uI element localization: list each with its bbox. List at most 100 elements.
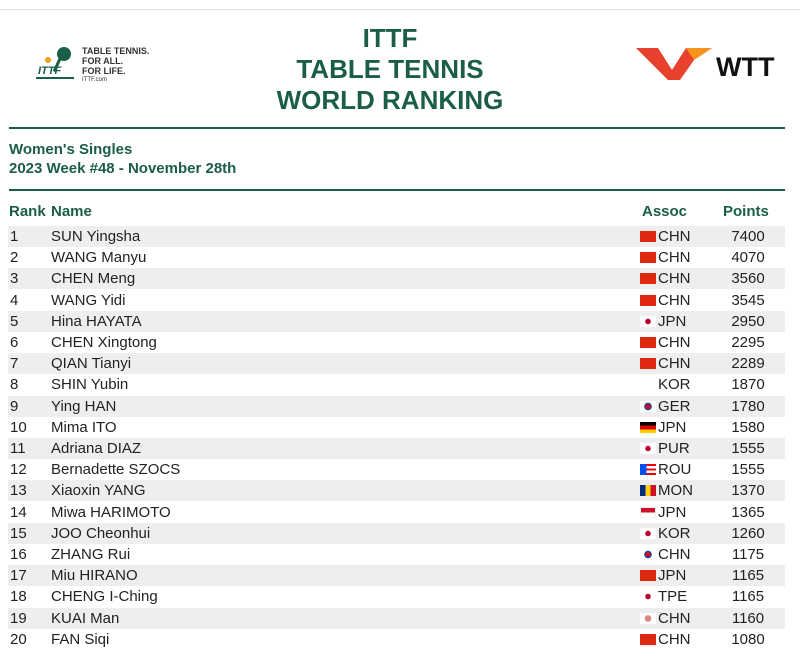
association: CHN bbox=[658, 228, 691, 245]
rank: 15 bbox=[10, 524, 27, 542]
ranking-row: 3 CHEN Meng CHN 3560 bbox=[8, 268, 785, 290]
association: MON bbox=[658, 482, 693, 500]
ranking-row: 5 Hina HAYATA JPN 2950 bbox=[8, 310, 785, 332]
title-line: ITTF bbox=[362, 23, 418, 53]
player-name: SUN Yingsha bbox=[51, 228, 141, 245]
association: PUR bbox=[658, 440, 690, 457]
rank: 5 bbox=[10, 312, 19, 330]
flag-icon bbox=[640, 633, 656, 645]
ittf-url: ITTF.com bbox=[82, 77, 107, 83]
association: CHN bbox=[658, 249, 691, 267]
ranking-row: 8 SHIN Yubin KOR 1870 bbox=[8, 374, 785, 395]
flag-icon bbox=[640, 506, 656, 518]
player-name: FAN Siqi bbox=[51, 630, 110, 648]
week-label: 2023 Week #48 - November 28th bbox=[9, 160, 237, 177]
flag-icon bbox=[640, 485, 656, 497]
rank: 11 bbox=[10, 440, 26, 457]
points: 1260 bbox=[731, 524, 765, 542]
top-border bbox=[0, 9, 800, 10]
association: CHN bbox=[658, 270, 691, 288]
ranking-row: 17 Miu HIRANO JPN 1165 bbox=[8, 565, 785, 587]
points: 1580 bbox=[731, 418, 765, 436]
points: 1160 bbox=[731, 609, 765, 627]
column-header: Name bbox=[51, 203, 92, 220]
association: JPN bbox=[658, 503, 687, 521]
column-header: Points bbox=[723, 203, 769, 220]
flag-icon bbox=[640, 252, 656, 264]
rank: 13 bbox=[10, 482, 27, 500]
ranking-row: 15 JOO Cheonhui KOR 1260 bbox=[8, 522, 785, 544]
points: 4070 bbox=[731, 249, 765, 267]
divider bbox=[9, 127, 785, 129]
association: JPN bbox=[658, 567, 687, 585]
ranking-row: 10 Mima ITO JPN 1580 bbox=[8, 417, 785, 438]
player-name: SHIN Yubin bbox=[51, 376, 129, 394]
association: KOR bbox=[658, 376, 691, 394]
rank: 16 bbox=[10, 546, 27, 563]
ranking-row: 13 Xiaoxin YANG MON 1370 bbox=[8, 480, 785, 502]
flag-icon bbox=[640, 231, 656, 242]
association: CHN bbox=[658, 546, 691, 563]
rank: 3 bbox=[10, 270, 19, 288]
association: CHN bbox=[658, 291, 691, 309]
wtt-logo-icon bbox=[636, 48, 712, 80]
points: 1555 bbox=[731, 461, 765, 479]
player-name: KUAI Man bbox=[51, 609, 120, 627]
association: TPE bbox=[658, 588, 688, 606]
flag-icon bbox=[640, 315, 656, 327]
flag-icon bbox=[640, 358, 656, 370]
ranking-row: 14 Miwa HARIMOTO JPN 1365 bbox=[8, 502, 785, 523]
points: 1870 bbox=[731, 376, 765, 394]
player-name: Xiaoxin YANG bbox=[51, 482, 146, 500]
association: CHN bbox=[658, 334, 691, 351]
rank: 9 bbox=[10, 397, 19, 415]
points: 2289 bbox=[731, 355, 765, 373]
association: ROU bbox=[658, 461, 692, 479]
slogan-line: FOR LIFE. bbox=[82, 66, 126, 76]
association: JPN bbox=[658, 418, 687, 436]
player-name: Ying HAN bbox=[51, 397, 117, 415]
flag-icon bbox=[640, 294, 656, 306]
rank: 18 bbox=[10, 588, 27, 606]
slogan-line: FOR ALL. bbox=[82, 56, 124, 66]
rank: 7 bbox=[10, 355, 19, 373]
points: 1165 bbox=[731, 567, 765, 585]
rank: 17 bbox=[10, 567, 27, 585]
flag-icon bbox=[640, 549, 656, 560]
player-name: CHEN Xingtong bbox=[51, 334, 157, 351]
player-name: CHEN Meng bbox=[51, 270, 136, 288]
points: 1080 bbox=[731, 630, 765, 648]
points: 1175 bbox=[731, 546, 765, 563]
points: 7400 bbox=[731, 228, 765, 245]
ranking-row: 12 Bernadette SZOCS ROU 1555 bbox=[8, 459, 785, 480]
player-name: Mima ITO bbox=[51, 418, 117, 436]
flag-icon bbox=[640, 570, 656, 582]
player-name: WANG Manyu bbox=[51, 249, 147, 267]
rank: 6 bbox=[10, 334, 19, 351]
ranking-row: 2 WANG Manyu CHN 4070 bbox=[8, 247, 785, 268]
association: JPN bbox=[658, 312, 687, 330]
ranking-row: 11 Adriana DIAZ PUR 1555 bbox=[8, 438, 785, 459]
points: 1780 bbox=[731, 397, 765, 415]
points: 1370 bbox=[731, 482, 765, 500]
flag-icon bbox=[640, 400, 656, 412]
ranking-row: 4 WANG Yidi CHN 3545 bbox=[8, 290, 785, 311]
column-header: Assoc bbox=[642, 203, 688, 220]
flag-icon bbox=[640, 591, 656, 603]
rank: 12 bbox=[10, 461, 27, 479]
event-name: Women's Singles bbox=[9, 141, 133, 158]
svg-text:ITTF: ITTF bbox=[38, 65, 61, 77]
association: KOR bbox=[658, 524, 691, 542]
slogan-line: TABLE TENNIS. bbox=[82, 46, 150, 56]
ranking-row: 19 KUAI Man CHN 1160 bbox=[8, 607, 785, 629]
rank: 2 bbox=[10, 249, 19, 267]
rank: 10 bbox=[10, 418, 27, 436]
association: CHN bbox=[658, 355, 691, 373]
points: 3545 bbox=[731, 291, 765, 309]
ranking-row: 9 Ying HAN GER 1780 bbox=[8, 395, 785, 417]
divider bbox=[9, 189, 785, 191]
flag-icon bbox=[640, 379, 656, 390]
points: 2950 bbox=[731, 312, 765, 330]
flag-icon bbox=[640, 612, 656, 624]
